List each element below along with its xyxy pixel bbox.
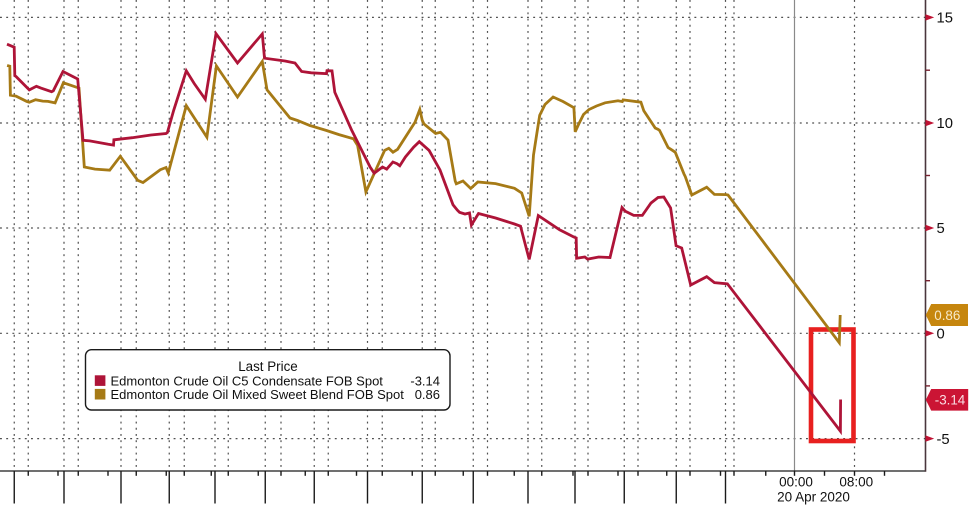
svg-text:00:00: 00:00	[779, 474, 813, 489]
svg-text:08:00: 08:00	[839, 474, 873, 489]
svg-text:-3.14: -3.14	[935, 393, 966, 408]
svg-text:-5: -5	[937, 432, 950, 448]
svg-text:0: 0	[937, 327, 945, 343]
svg-text:Last Price: Last Price	[238, 359, 298, 374]
svg-text:0.86: 0.86	[415, 387, 440, 402]
svg-text:5: 5	[937, 221, 945, 237]
svg-text:20 Apr 2020: 20 Apr 2020	[777, 489, 850, 504]
svg-text:15: 15	[937, 11, 953, 27]
svg-text:Edmonton Crude Oil Mixed Sweet: Edmonton Crude Oil Mixed Sweet Blend FOB…	[111, 387, 405, 402]
svg-text:Edmonton Crude Oil C5 Condensa: Edmonton Crude Oil C5 Condensate FOB Spo…	[111, 373, 384, 388]
svg-text:-3.14: -3.14	[410, 373, 440, 388]
svg-text:0.86: 0.86	[934, 308, 960, 323]
svg-text:10: 10	[937, 116, 953, 132]
